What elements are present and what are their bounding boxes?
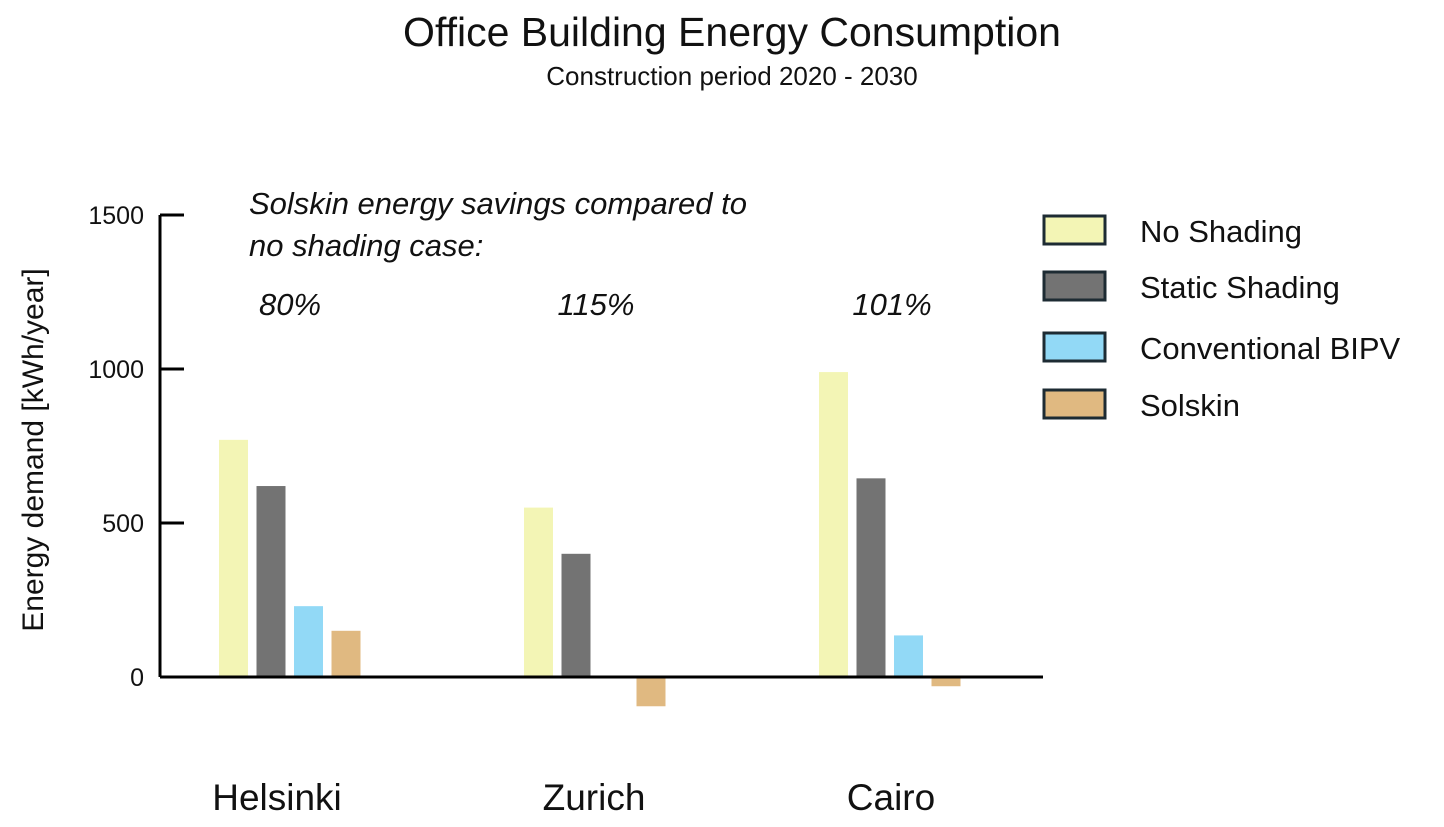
- bar-no-shading-cairo: [819, 372, 848, 677]
- legend-label-solskin: Solskin: [1140, 388, 1240, 423]
- labels-layer: 0 500 1000 1500 Helsinki Zurich Cairo 80% 115% 10…: [88, 202, 935, 818]
- axes-layer: [158, 213, 1043, 679]
- bars-layer: [219, 372, 961, 707]
- legend-label-no-shading: No Shading: [1140, 214, 1302, 249]
- bar-solskin-zurich: [636, 677, 666, 707]
- y-axis-label: Energy demand [kWh/year]: [17, 268, 50, 632]
- annotation-line: no shading case:: [249, 228, 483, 263]
- annotation-line: Solskin energy savings compared to: [249, 186, 747, 221]
- y-tick-label: 500: [102, 510, 144, 538]
- legend-label-conventional-bipv: Conventional BIPV: [1140, 331, 1401, 366]
- bar-no-shading-helsinki: [219, 439, 248, 677]
- x-category-label: Zurich: [543, 777, 646, 818]
- legend-label-static-shading: Static Shading: [1140, 270, 1340, 305]
- savings-value-label: 115%: [558, 287, 635, 322]
- bar-no-shading-zurich: [524, 507, 553, 677]
- legend-swatch-static-shading: [1042, 270, 1107, 302]
- legend: No Shading Static Shading Conventional BIP…: [1042, 214, 1401, 423]
- bar-conventional-bipv-helsinki: [294, 606, 323, 677]
- savings-value-label: 101%: [852, 287, 931, 322]
- legend-swatch-solskin: [1042, 388, 1107, 420]
- bar-static-shading-helsinki: [256, 486, 286, 677]
- legend-swatch-conventional-bipv: [1042, 331, 1107, 363]
- bar-solskin-helsinki: [331, 630, 361, 677]
- chart-subtitle: Construction period 2020 - 2030: [546, 61, 917, 91]
- y-tick-label: 1000: [88, 356, 144, 384]
- y-tick-label: 1500: [88, 202, 144, 230]
- chart-title: Office Building Energy Consumption: [403, 9, 1061, 55]
- x-category-label: Cairo: [847, 777, 935, 818]
- y-tick-label: 0: [130, 664, 144, 692]
- legend-swatch-no-shading: [1042, 214, 1107, 246]
- x-category-label: Helsinki: [212, 777, 342, 818]
- bar-conventional-bipv-cairo: [894, 635, 923, 677]
- savings-value-label: 80%: [259, 287, 321, 322]
- bar-static-shading-cairo: [856, 478, 886, 677]
- bar-static-shading-zurich: [561, 553, 591, 677]
- savings-annotation: Solskin energy savings compared to no sh…: [249, 186, 747, 263]
- bar-solskin-cairo: [931, 677, 961, 687]
